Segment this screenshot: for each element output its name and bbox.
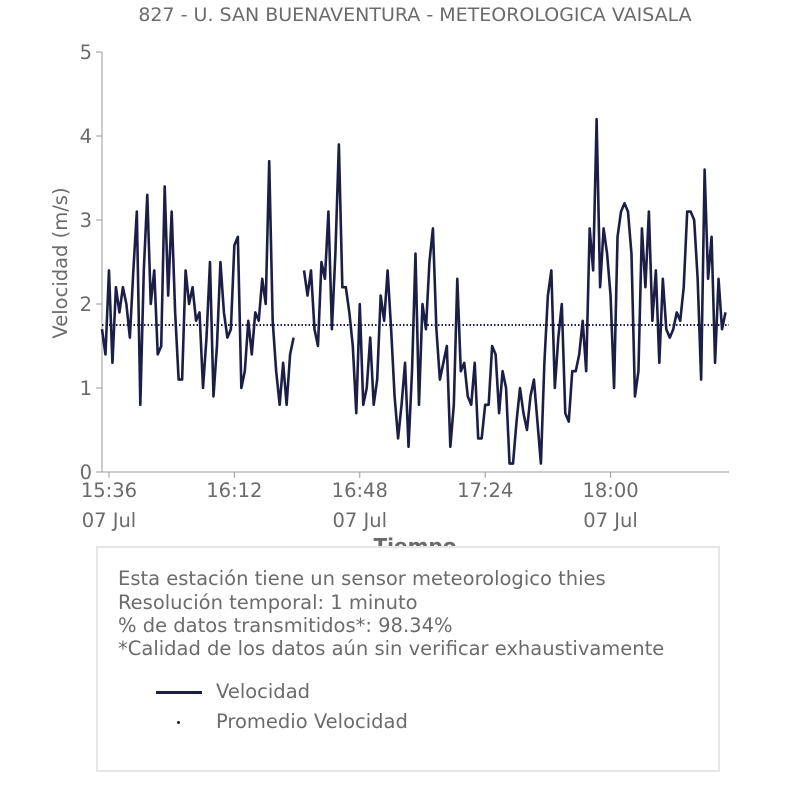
legend-promedio-label: Promedio Velocidad [216, 710, 408, 733]
velocidad-line [302, 117, 727, 465]
series-group [100, 117, 729, 465]
info-resolution-text: Resolución temporal: 1 minuto [118, 591, 418, 614]
x-tick-date-label: 07 Jul [583, 509, 638, 532]
legend-promedio-swatch [177, 721, 180, 724]
x-tick-label: 18:00 [582, 479, 638, 502]
legend-velocidad-swatch [156, 691, 202, 694]
y-tick-label: 5 [80, 41, 92, 64]
y-tick-label: 2 [80, 293, 92, 316]
x-tick-date-label: 07 Jul [332, 509, 387, 532]
x-tick-label: 16:12 [206, 479, 262, 502]
x-tick-label: 17:24 [457, 479, 513, 502]
y-tick-label: 1 [80, 377, 92, 400]
x-tick-label: 15:36 [81, 479, 137, 502]
y-ticks: 0 1 2 3 4 5 [80, 41, 102, 484]
y-tick-label: 0 [80, 461, 92, 484]
x-tick-date-label: 07 Jul [82, 509, 137, 532]
velocidad-line [100, 159, 295, 407]
x-tick-label: 16:48 [332, 479, 388, 502]
info-sensor-text: Esta estación tiene un sensor meteorolog… [118, 567, 606, 590]
info-legend-box: Esta estación tiene un sensor meteorolog… [96, 546, 720, 772]
legend-velocidad-label: Velocidad [216, 680, 311, 703]
info-quality-text: *Calidad de los datos aún sin verificar … [118, 637, 665, 660]
info-transmitted-text: % de datos transmitidos*: 98.34% [118, 614, 453, 637]
y-tick-label: 4 [80, 125, 92, 148]
wind-speed-chart: 827 - U. SAN BUENAVENTURA - METEOROLOGIC… [49, 4, 729, 558]
y-tick-label: 3 [80, 209, 92, 232]
x-ticks: 15:36 07 Jul 16:12 16:48 07 Jul 17:24 18:00 07 … [81, 472, 639, 532]
chart-title: 827 - U. SAN BUENAVENTURA - METEOROLOGIC… [138, 4, 691, 26]
y-axis-label: Velocidad (m/s) [49, 187, 72, 338]
